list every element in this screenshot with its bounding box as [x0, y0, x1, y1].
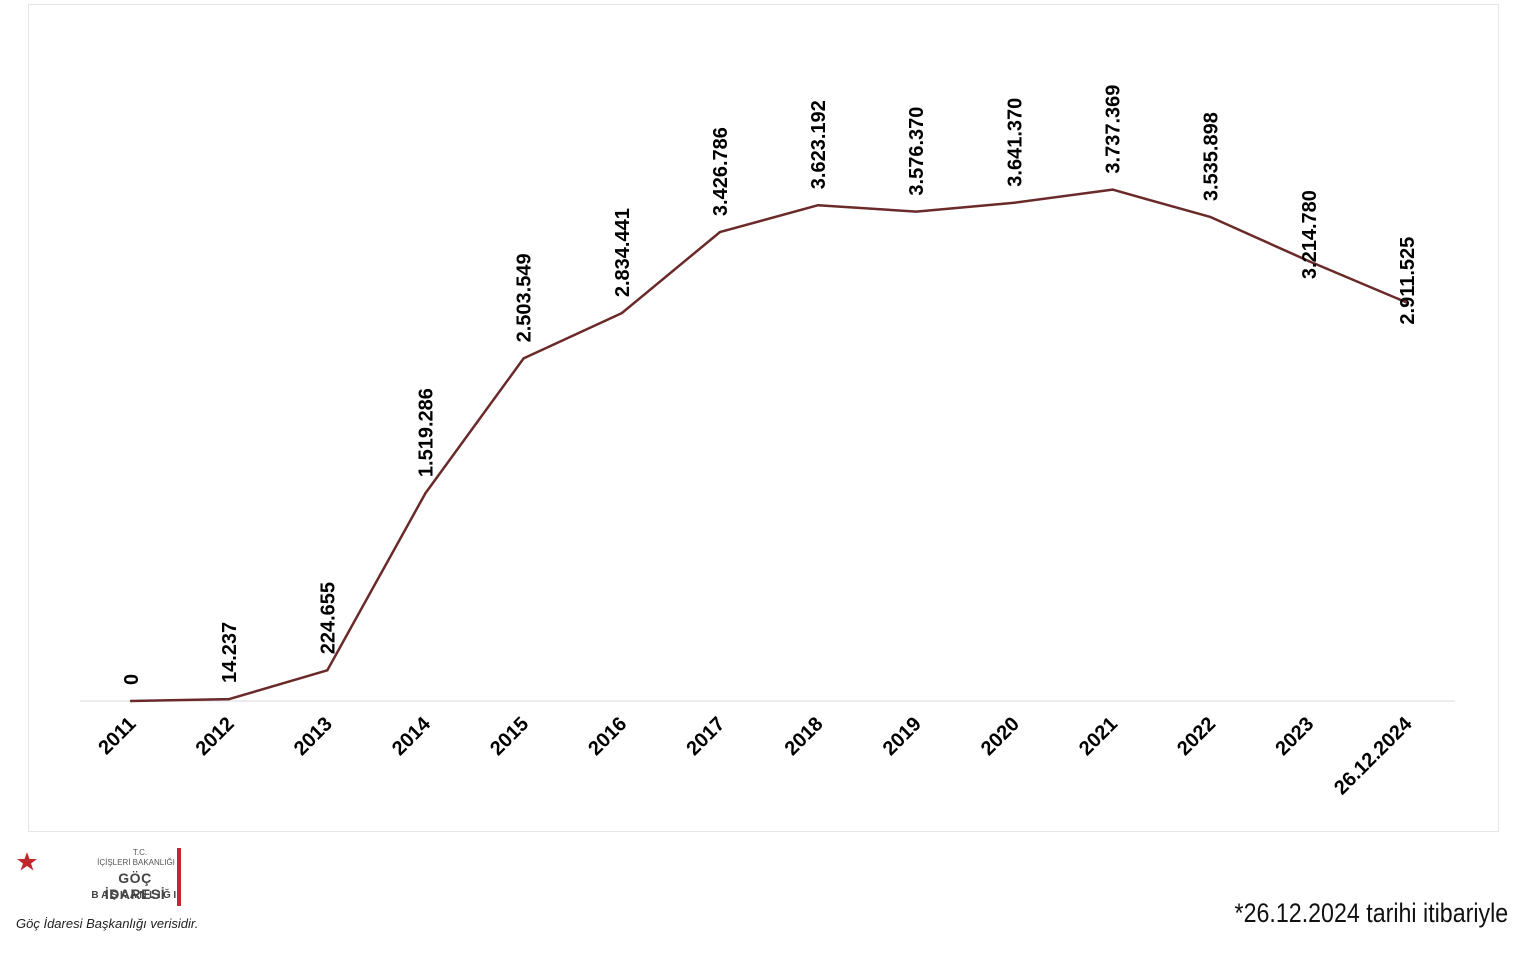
- data-point: [620, 311, 623, 315]
- x-tick-label: 2022: [1173, 713, 1220, 760]
- x-tick-label: 2011: [94, 713, 140, 759]
- data-label: 3.576.370: [906, 107, 928, 196]
- data-point: [718, 230, 722, 234]
- data-point: [1307, 259, 1311, 263]
- data-label: 2.911.525: [1397, 237, 1419, 325]
- series-layer: [129, 188, 1409, 703]
- data-label: 3.641.370: [1004, 98, 1026, 187]
- x-tick-label: 2016: [584, 713, 631, 760]
- data-point: [424, 491, 427, 495]
- data-point: [1405, 301, 1409, 304]
- x-tick-label: 2021: [1075, 713, 1122, 760]
- data-point: [816, 203, 820, 207]
- source-caption: Göç İdaresi Başkanlığı verisidir.: [16, 916, 199, 931]
- tick-label-layer: 2011 2012 2013 2014 2015 2016 2017 2018 2019 2020…: [94, 712, 1417, 799]
- data-label: 2.834.441: [612, 208, 634, 297]
- data-label: 14.237: [219, 622, 241, 683]
- data-label: 0: [121, 674, 143, 685]
- x-tick-label: 2017: [682, 713, 729, 760]
- x-tick-label: 26.12.2024: [1330, 712, 1417, 799]
- goc-idaresi-logo: T.C. İÇİŞLERİ BAKANLIĞI GÖÇ İDARESİ BAŞK…: [14, 846, 198, 938]
- date-footnote: *26.12.2024 tarihi itibariyle: [1234, 898, 1508, 928]
- data-point: [1209, 215, 1212, 219]
- x-tick-label: 2020: [977, 713, 1024, 760]
- logo-name-text: GÖÇ İDARESİ: [104, 870, 166, 902]
- x-tick-label: 2019: [879, 713, 926, 760]
- logo-tc-text: T.C.: [132, 848, 148, 857]
- line-chart: 0 14.237 224.655 1.519.286 2.503.549 2.834.44…: [80, 85, 1455, 799]
- logo-ministry-text: İÇİŞLERİ BAKANLIĞI: [97, 858, 175, 867]
- data-point: [129, 699, 133, 703]
- data-label: 1.519.286: [415, 388, 437, 477]
- crescent-star-icon: [17, 852, 78, 904]
- data-label: 3.426.786: [710, 127, 732, 216]
- data-label: 2.503.549: [514, 253, 536, 342]
- data-label: 224.655: [317, 582, 339, 654]
- series-line: [130, 188, 1408, 703]
- x-tick-label: 2023: [1271, 713, 1318, 760]
- data-label: 3.214.780: [1299, 190, 1321, 279]
- data-point: [326, 669, 329, 672]
- data-label: 3.737.369: [1103, 85, 1125, 174]
- x-tick-label: 2014: [388, 712, 436, 760]
- x-tick-label: 2015: [486, 713, 533, 760]
- data-point: [1013, 201, 1016, 204]
- data-label-layer: 0 14.237 224.655 1.519.286 2.503.549 2.834.44…: [121, 85, 1419, 685]
- data-point: [522, 357, 525, 360]
- x-tick-label: 2012: [192, 713, 239, 760]
- data-label: 3.623.192: [808, 100, 830, 189]
- x-tick-label: 2013: [290, 713, 337, 760]
- logo-sub-text: BAŞKANLIĞI: [91, 890, 179, 901]
- logo-divider: [177, 848, 181, 906]
- chart-frame: [28, 4, 1499, 832]
- data-point: [227, 697, 231, 701]
- x-tick-label: 2018: [781, 713, 828, 760]
- data-label: 3.535.898: [1201, 112, 1223, 201]
- data-point: [915, 210, 918, 213]
- data-point: [1111, 188, 1114, 191]
